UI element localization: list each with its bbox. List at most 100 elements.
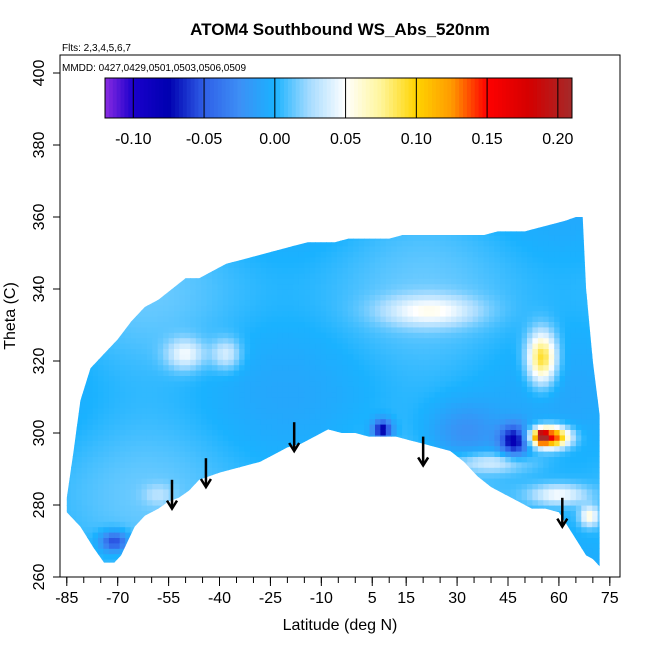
heatmap-cell	[342, 278, 349, 285]
heatmap-cell	[250, 262, 257, 268]
heatmap-cell	[168, 294, 175, 301]
heatmap-cell	[320, 245, 327, 252]
heatmap-cell	[114, 499, 121, 506]
heatmap-cell	[212, 440, 218, 447]
heatmap-cell	[239, 451, 246, 457]
heatmap-cell	[87, 510, 94, 517]
heatmap-cell	[255, 289, 262, 295]
heatmap-cell	[239, 370, 246, 376]
heatmap-cell	[461, 391, 468, 398]
heatmap-cell	[413, 553, 419, 560]
heatmap-cell	[179, 262, 186, 268]
heatmap-cell	[114, 337, 121, 344]
heatmap-cell	[277, 467, 284, 474]
heatmap-cell	[385, 548, 392, 555]
heatmap-cell	[87, 472, 94, 479]
heatmap-cell	[184, 240, 191, 247]
heatmap-cell	[125, 451, 132, 457]
heatmap-cell	[326, 494, 333, 501]
heatmap-cell	[326, 407, 333, 414]
heatmap-cell	[385, 553, 392, 560]
heatmap-cell	[315, 456, 322, 463]
heatmap-cell	[157, 467, 164, 474]
heatmap-cell	[326, 451, 333, 457]
heatmap-cell	[60, 289, 66, 295]
heatmap-cell	[288, 510, 295, 517]
heatmap-cell	[233, 451, 240, 457]
heatmap-cell	[277, 240, 284, 247]
heatmap-cell	[87, 267, 94, 274]
heatmap-cell	[282, 559, 289, 565]
heatmap-cell	[244, 526, 251, 533]
heatmap-cell	[201, 402, 208, 409]
heatmap-cell	[434, 510, 441, 517]
heatmap-cell	[418, 370, 425, 376]
heatmap-cell	[260, 305, 267, 312]
heatmap-cell	[125, 218, 132, 225]
heatmap-cell	[233, 364, 240, 371]
heatmap-cell	[402, 467, 409, 474]
heatmap-cell	[293, 364, 300, 371]
heatmap-cell	[217, 332, 224, 339]
heatmap-cell	[98, 299, 104, 306]
heatmap-cell	[152, 505, 159, 511]
heatmap-cell	[141, 537, 148, 544]
heatmap-cell	[364, 521, 371, 528]
heatmap-cell	[239, 316, 246, 322]
heatmap-cell	[250, 542, 257, 549]
heatmap-cell	[342, 272, 349, 279]
heatmap-cell	[385, 316, 392, 322]
heatmap-cell	[152, 418, 159, 425]
heatmap-cell	[320, 407, 327, 414]
heatmap-cell	[201, 224, 208, 231]
heatmap-cell	[260, 278, 267, 285]
heatmap-cell	[190, 559, 197, 565]
heatmap-cell	[114, 488, 121, 495]
heatmap-cell	[434, 553, 441, 560]
heatmap-cell	[451, 515, 457, 522]
heatmap-cell	[456, 326, 463, 333]
heatmap-cell	[98, 262, 104, 268]
heatmap-cell	[261, 208, 267, 214]
heatmap-cell	[461, 478, 468, 484]
heatmap-cell	[222, 256, 229, 263]
heatmap-cell	[396, 294, 403, 301]
heatmap-cell	[130, 359, 137, 366]
heatmap-cell	[461, 564, 468, 567]
heatmap-cell	[130, 445, 137, 452]
heatmap-cell	[342, 229, 349, 236]
heatmap-cell	[266, 402, 273, 409]
heatmap-cell	[244, 299, 251, 306]
heatmap-cell	[70, 440, 77, 447]
heatmap-cell	[125, 283, 132, 290]
heatmap-cell	[375, 235, 381, 241]
heatmap-cell	[364, 326, 371, 333]
heatmap-cell	[239, 559, 246, 565]
heatmap-cell	[423, 391, 430, 398]
heatmap-cell	[141, 397, 148, 403]
heatmap-cell	[87, 402, 94, 409]
heatmap-cell	[179, 564, 186, 567]
heatmap-cell	[375, 407, 381, 414]
heatmap-cell	[271, 217, 278, 220]
heatmap-cell	[358, 380, 365, 387]
heatmap-cell	[413, 267, 419, 274]
heatmap-cell	[255, 380, 262, 387]
heatmap-cell	[271, 283, 278, 290]
heatmap-cell	[184, 332, 191, 339]
heatmap-cell	[336, 418, 343, 425]
heatmap-cell	[114, 510, 121, 517]
heatmap-cell	[201, 413, 208, 420]
heatmap-cell	[141, 413, 148, 420]
heatmap-cell	[87, 299, 94, 306]
heatmap-cell	[413, 218, 419, 225]
heatmap-cell	[228, 548, 235, 555]
heatmap-cell	[184, 559, 191, 565]
heatmap-cell	[429, 445, 436, 452]
heatmap-cell	[266, 310, 273, 317]
heatmap-cell	[114, 413, 121, 420]
heatmap-cell	[298, 316, 305, 322]
heatmap-cell	[304, 553, 311, 560]
heatmap-cell	[119, 440, 126, 447]
heatmap-cell	[456, 235, 463, 241]
